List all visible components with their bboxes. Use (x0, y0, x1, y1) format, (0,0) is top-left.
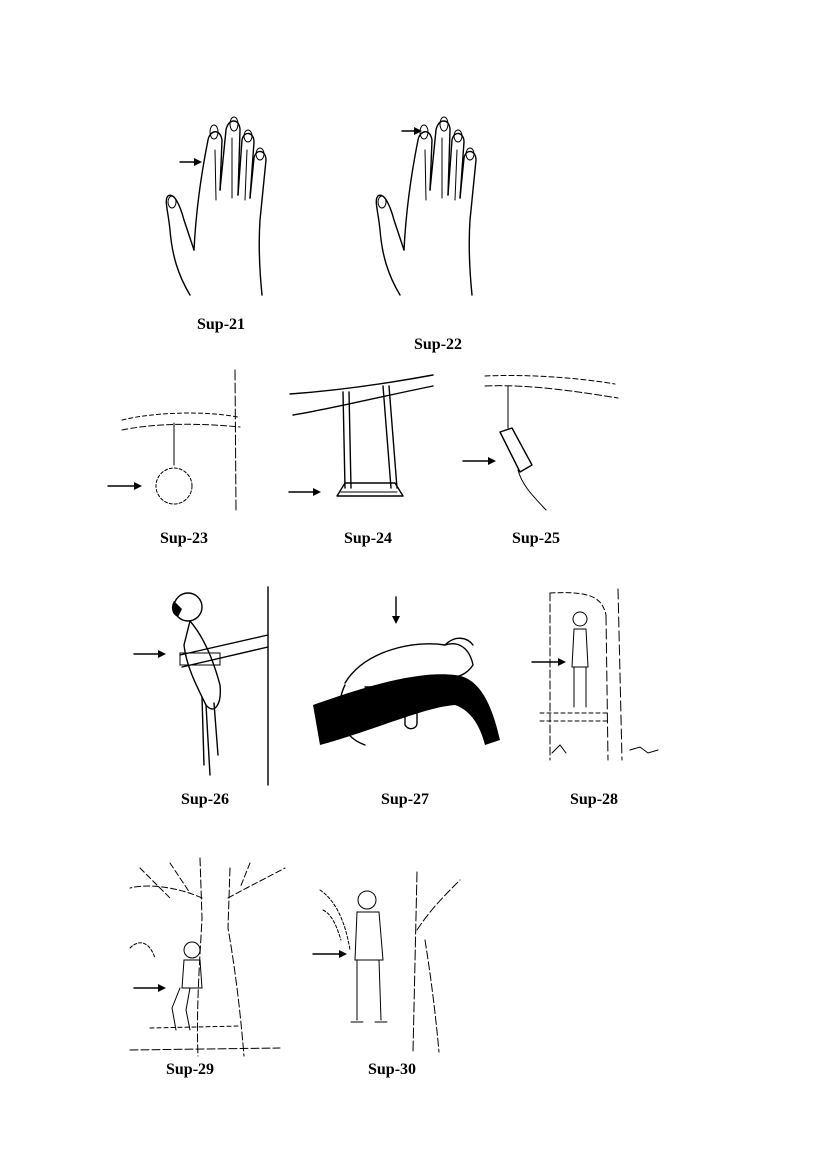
figure-sup-26 (130, 585, 275, 790)
man-by-tree-icon (319, 871, 461, 1053)
figure-sup-22 (360, 110, 490, 300)
boy-in-tree-icon (129, 857, 286, 1057)
caption-sup-27: Sup-27 (381, 791, 430, 808)
parrot-icon (171, 586, 269, 786)
swing-icon (289, 374, 434, 497)
arrow-icon (401, 127, 422, 135)
figure-sup-25 (460, 370, 625, 520)
leopard-icon (313, 637, 500, 746)
figure-sup-27 (305, 595, 505, 765)
figure-sup-24 (285, 370, 445, 520)
figure-sup-28 (530, 585, 665, 770)
hanging-bag-icon (484, 374, 619, 511)
caption-sup-21: Sup-21 (197, 316, 246, 333)
figure-sup-23 (100, 365, 260, 520)
figure-sup-29 (110, 857, 290, 1058)
arrow-icon (531, 658, 566, 666)
caption-sup-24: Sup-24 (344, 530, 393, 547)
arrow-icon (462, 457, 496, 465)
caption-sup-28: Sup-28 (570, 791, 619, 808)
arrow-icon (312, 950, 347, 958)
arrow-icon (392, 596, 400, 624)
caption-sup-30: Sup-30 (368, 1061, 417, 1078)
arrow-icon (107, 482, 142, 490)
caption-sup-25: Sup-25 (512, 530, 561, 547)
arrow-icon (133, 650, 166, 658)
man-by-tree-icon (539, 588, 659, 761)
figure-sup-30 (305, 870, 465, 1055)
caption-sup-23: Sup-23 (160, 530, 209, 547)
arrow-icon (179, 158, 202, 166)
caption-sup-26: Sup-26 (181, 791, 230, 808)
caption-sup-29: Sup-29 (166, 1061, 215, 1078)
hanging-ring-icon (121, 369, 241, 511)
arrow-icon (133, 984, 166, 992)
hand-icon (165, 116, 267, 296)
figure-sup-21 (150, 110, 280, 300)
arrow-icon (288, 488, 321, 496)
hand-icon (375, 116, 477, 296)
caption-sup-22: Sup-22 (414, 336, 463, 353)
